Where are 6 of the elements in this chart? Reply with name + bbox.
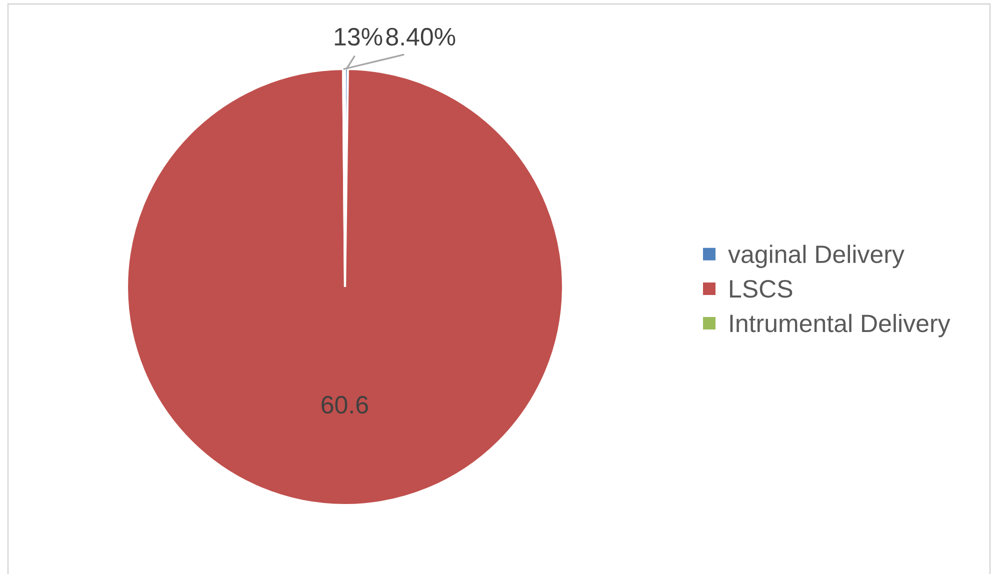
legend-label: Intrumental Delivery	[730, 314, 950, 338]
data-label: 60.6	[322, 396, 368, 414]
legend-label: vaginal Delivery	[728, 244, 904, 268]
data-label: 8.40%	[386, 28, 456, 46]
legend-label: LSCS	[730, 280, 792, 298]
data-label: 13%	[334, 28, 382, 46]
